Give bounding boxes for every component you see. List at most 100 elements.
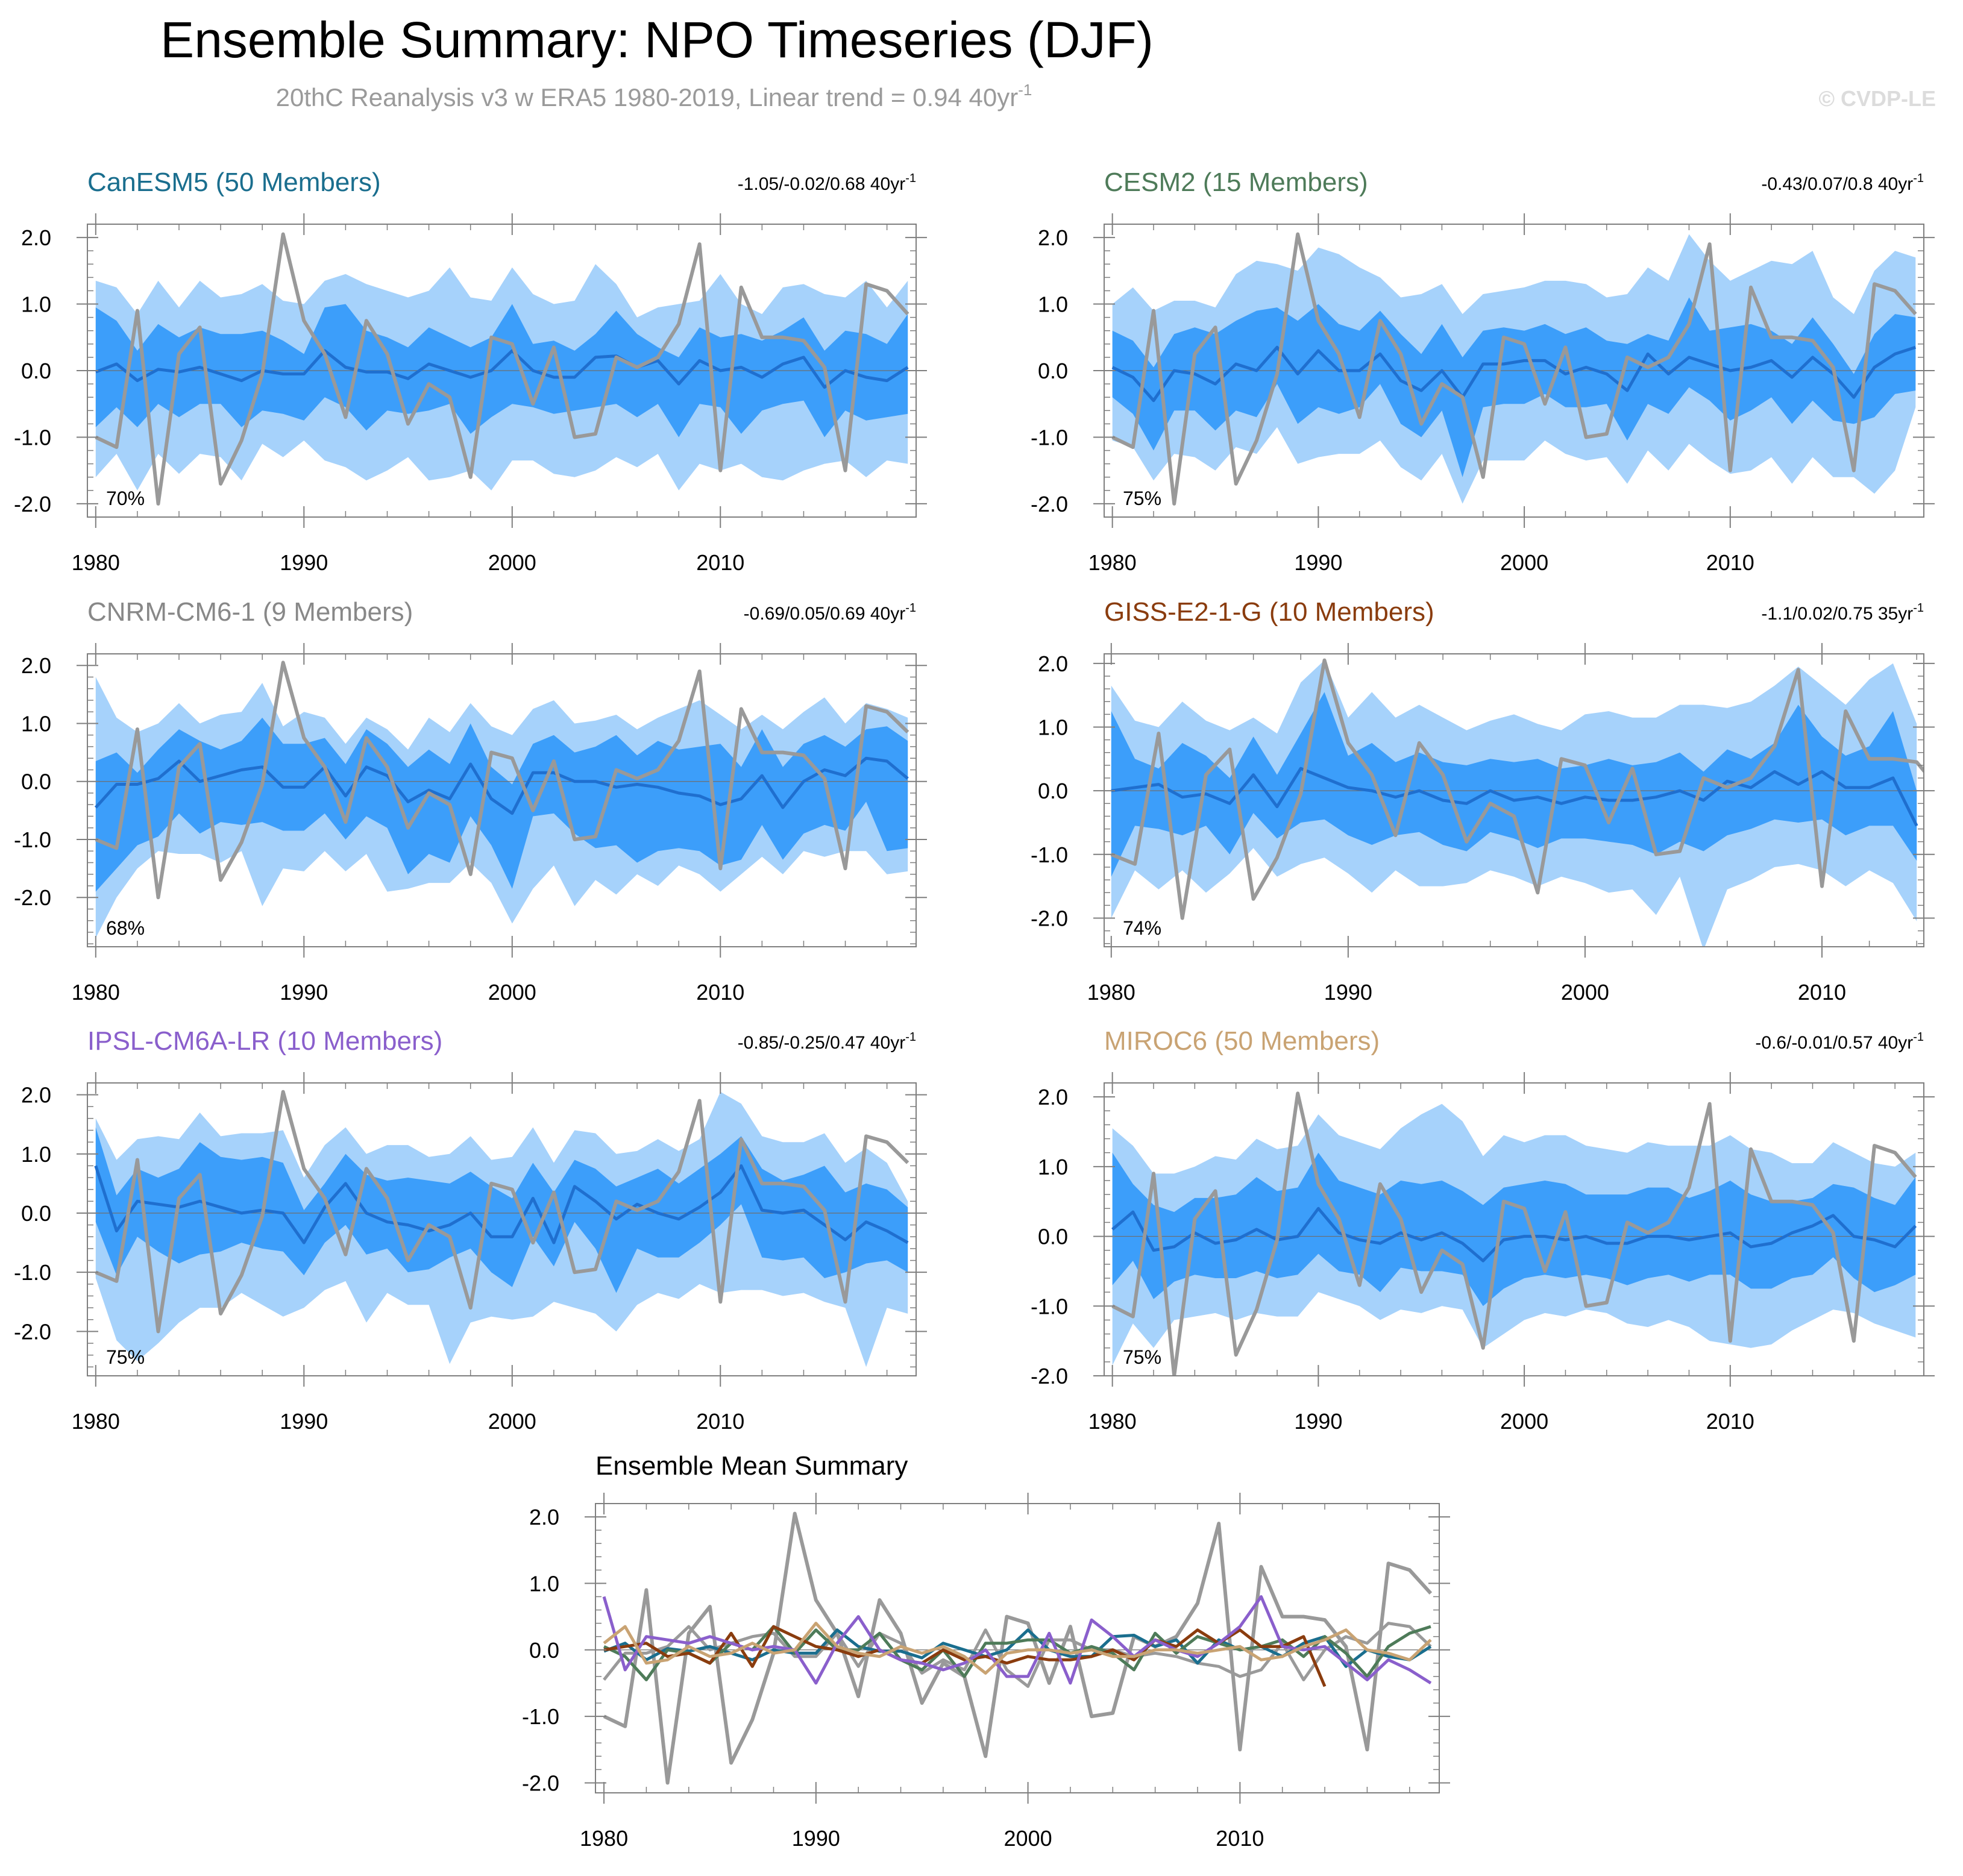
ipsl-trend-superscript: -1: [905, 1031, 916, 1044]
summary-series-line-miroc6: [603, 1622, 1432, 1675]
cnrm-y-tick-label: 0.0: [21, 770, 51, 794]
canesm5-x-tick-label: 1990: [280, 550, 328, 575]
miroc6-y-tick-label: 2.0: [1038, 1085, 1068, 1109]
giss-y-tick-label: 0.0: [1038, 779, 1068, 803]
panel-ipsl: 2.0 1.0 0.0 -1.0 -2.0 1980 1990 2000 2010 IPSL-CM…: [14, 1026, 927, 1434]
canesm5-y-tick-label: -1.0: [14, 425, 51, 450]
subtitle-text: 20thC Reanalysis v3 w ERA5 1980-2019, Li…: [276, 83, 1019, 111]
cesm2-ensemble-mean-line: [1111, 345, 1917, 403]
canesm5-x-tick-label: 2010: [696, 550, 744, 575]
figure-title: Ensemble Summary: NPO Timeseries (DJF): [160, 11, 1154, 68]
giss-x-tick-label: 1980: [1087, 980, 1135, 1005]
cesm2-x-tick-label: 2010: [1706, 550, 1754, 575]
miroc6-ensemble-mean-line: [1111, 1206, 1917, 1263]
miroc6-y-tick-label: -1.0: [1031, 1294, 1068, 1319]
giss-trend-text: -1.1/0.02/0.75 35yr: [1761, 604, 1913, 624]
cesm2-trend-superscript: -1: [1913, 172, 1924, 185]
summary-series-line-giss-e2-1-g: [603, 1625, 1327, 1687]
canesm5-observed-line: [95, 232, 909, 506]
giss-panel-title: GISS-E2-1-G (10 Members): [1104, 597, 1434, 627]
ipsl-percent-label: 75%: [106, 1346, 145, 1368]
cnrm-ensemble-mean-line: [94, 756, 909, 815]
cnrm-x-tick-label: 1990: [280, 980, 328, 1005]
panel-miroc6: 2.0 1.0 0.0 -1.0 -2.0 1980 1990 2000 2010 MIROC6 …: [1031, 1026, 1935, 1434]
miroc6-y-tick-label: -2.0: [1031, 1364, 1068, 1388]
panel-cesm2: 2.0 1.0 0.0 -1.0 -2.0 1980 1990 2000 2010 CESM2 (…: [1031, 168, 1935, 575]
cesm2-trend-text: -0.43/0.07/0.8 40yr: [1761, 174, 1913, 194]
ipsl-trend-text: -0.85/-0.25/0.47 40yr: [738, 1033, 906, 1053]
cnrm-trend-text: -0.69/0.05/0.69 40yr: [744, 604, 906, 624]
ipsl-y-tick-label: -2.0: [14, 1319, 51, 1344]
cnrm-percent-label: 68%: [106, 917, 145, 939]
summary-plot-frame: [595, 1503, 1440, 1793]
ipsl-panel-title: IPSL-CM6A-LR (10 Members): [87, 1026, 442, 1056]
ipsl-y-tick-label: 0.0: [21, 1201, 51, 1226]
giss-x-tick-label: 1990: [1324, 980, 1372, 1005]
miroc6-trend-superscript: -1: [1913, 1031, 1924, 1044]
cnrm-y-tick-label: 2.0: [21, 653, 51, 678]
miroc6-trend-text: -0.6/-0.01/0.57 40yr: [1755, 1033, 1913, 1053]
giss-observed-line: [1110, 658, 1924, 920]
canesm5-percent-label: 70%: [106, 488, 145, 509]
cesm2-plot-area: [1104, 232, 1924, 506]
giss-y-tick-label: -2.0: [1031, 906, 1068, 930]
summary-title: Ensemble Mean Summary: [595, 1451, 908, 1481]
ipsl-inner-spread-band: [95, 1127, 908, 1293]
ipsl-y-tick-label: 1.0: [21, 1142, 51, 1167]
miroc6-plot-area: [1104, 1091, 1924, 1376]
giss-plot-area: [1104, 658, 1924, 947]
summary-observed-line: [603, 1511, 1433, 1785]
subtitle-superscript: -1: [1018, 81, 1032, 99]
miroc6-plot-frame: [1104, 1082, 1924, 1376]
canesm5-plot-area: [87, 232, 916, 506]
miroc6-x-tick-label: 1990: [1294, 1409, 1342, 1434]
ipsl-x-tick-label: 1980: [72, 1409, 120, 1434]
panel-canesm5: 2.0 1.0 0.0 -1.0 -2.0 1980 1990 2000 2010 CanESM5…: [14, 168, 927, 575]
ipsl-x-tick-label: 2000: [488, 1409, 536, 1434]
miroc6-y-tick-label: 0.0: [1038, 1225, 1068, 1249]
ipsl-trend-label: -0.85/-0.25/0.47 40yr-1: [738, 1031, 916, 1053]
summary-series-line-cnrm-cm6-1: [603, 1622, 1432, 1688]
canesm5-panel-title: CanESM5 (50 Members): [87, 168, 381, 197]
summary-x-tick-label: 1990: [792, 1826, 840, 1851]
cnrm-trend-label: -0.69/0.05/0.69 40yr-1: [744, 601, 916, 624]
giss-y-tick-label: 2.0: [1038, 651, 1068, 676]
canesm5-x-tick-label: 2000: [488, 550, 536, 575]
panel-cnrm: 2.0 1.0 0.0 -1.0 -2.0 1980 1990 2000 2010 CNRM-CM…: [14, 597, 927, 1005]
summary-x-tick-label: 1980: [580, 1826, 628, 1851]
cnrm-y-tick-label: 1.0: [21, 711, 51, 736]
summary-panel: 2.0 1.0 0.0 -1.0 -2.0 1980 1990 2000 2010 Ensembl…: [522, 1451, 1450, 1851]
cnrm-plot-frame: [87, 653, 917, 947]
miroc6-observed-line: [1111, 1091, 1917, 1376]
miroc6-panel-title: MIROC6 (50 Members): [1104, 1026, 1380, 1056]
cesm2-inner-spread-band: [1112, 297, 1916, 477]
canesm5-ensemble-mean-line: [95, 349, 909, 389]
cnrm-y-tick-label: -1.0: [14, 827, 51, 852]
canesm5-y-tick-label: 1.0: [21, 292, 51, 317]
giss-inner-spread-band: [1111, 692, 1917, 877]
cesm2-y-tick-label: -1.0: [1031, 425, 1068, 450]
giss-y-tick-label: 1.0: [1038, 715, 1068, 740]
cnrm-trend-superscript: -1: [905, 601, 916, 615]
cesm2-y-tick-label: 0.0: [1038, 359, 1068, 383]
canesm5-y-tick-label: 2.0: [21, 225, 51, 250]
canesm5-y-tick-label: -2.0: [14, 492, 51, 516]
miroc6-x-tick-label: 2000: [1500, 1409, 1548, 1434]
panels-group: 2.0 1.0 0.0 -1.0 -2.0 1980 1990 2000 2010 CanESM5…: [14, 168, 1935, 1434]
summary-y-tick-label: 1.0: [529, 1571, 559, 1596]
canesm5-trend-label: -1.05/-0.02/0.68 40yr-1: [738, 172, 916, 194]
cnrm-observed-line: [95, 660, 909, 900]
cesm2-trend-label: -0.43/0.07/0.8 40yr-1: [1761, 172, 1924, 194]
cesm2-y-tick-label: 2.0: [1038, 225, 1068, 250]
miroc6-x-tick-label: 1980: [1088, 1409, 1137, 1434]
ipsl-observed-line: [95, 1090, 909, 1334]
panel-giss: 2.0 1.0 0.0 -1.0 -2.0 1980 1990 2000 2010 GISS-E2…: [1031, 597, 1935, 1005]
summary-y-tick-label: -2.0: [522, 1771, 559, 1795]
cesm2-y-tick-label: 1.0: [1038, 292, 1068, 317]
miroc6-inner-spread-band: [1112, 1152, 1916, 1307]
canesm5-y-tick-label: 0.0: [21, 359, 51, 383]
giss-x-tick-label: 2000: [1561, 980, 1609, 1005]
summary-y-tick-label: -1.0: [522, 1704, 559, 1729]
canesm5-x-tick-label: 1980: [72, 550, 120, 575]
